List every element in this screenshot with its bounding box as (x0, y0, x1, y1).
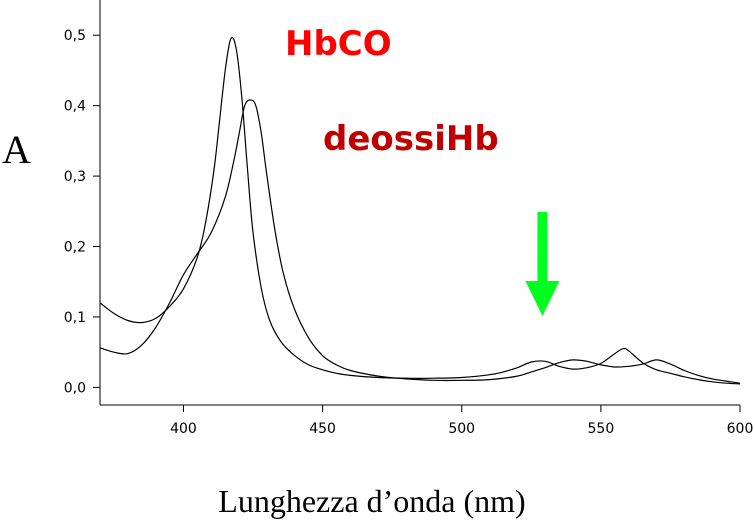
down-arrow-icon (525, 212, 560, 316)
y-ticks: 0,0 0,1 0,2 0,3 0,4 0,5 (64, 28, 100, 396)
series-layer (99, 36, 741, 385)
x-ticks: 400 450 500 550 600 (170, 405, 753, 437)
x-tick-label: 600 (727, 421, 754, 437)
arrow-shaft (537, 212, 548, 282)
x-tick-label: 550 (588, 421, 615, 437)
x-tick-label: 500 (448, 421, 475, 437)
arrow-head (525, 281, 560, 316)
annotation-deossihb: deossiHb (323, 119, 499, 159)
x-tick-label: 450 (309, 421, 336, 437)
y-tick-label: 0,1 (64, 310, 86, 326)
x-tick-label: 400 (170, 421, 197, 437)
annotation-hbco: HbCO (285, 24, 392, 64)
y-tick-label: 0,4 (64, 99, 86, 115)
y-axis-label: A (2, 127, 31, 172)
series-line-1 (99, 99, 741, 384)
y-tick-label: 0,3 (64, 169, 86, 185)
y-tick-label: 0,2 (64, 240, 86, 256)
y-tick-label: 0,5 (64, 28, 86, 44)
y-tick-label: 0,0 (64, 380, 86, 396)
x-axis-label: Lunghezza d’onda (nm) (218, 483, 525, 519)
series-line-0 (99, 36, 741, 385)
